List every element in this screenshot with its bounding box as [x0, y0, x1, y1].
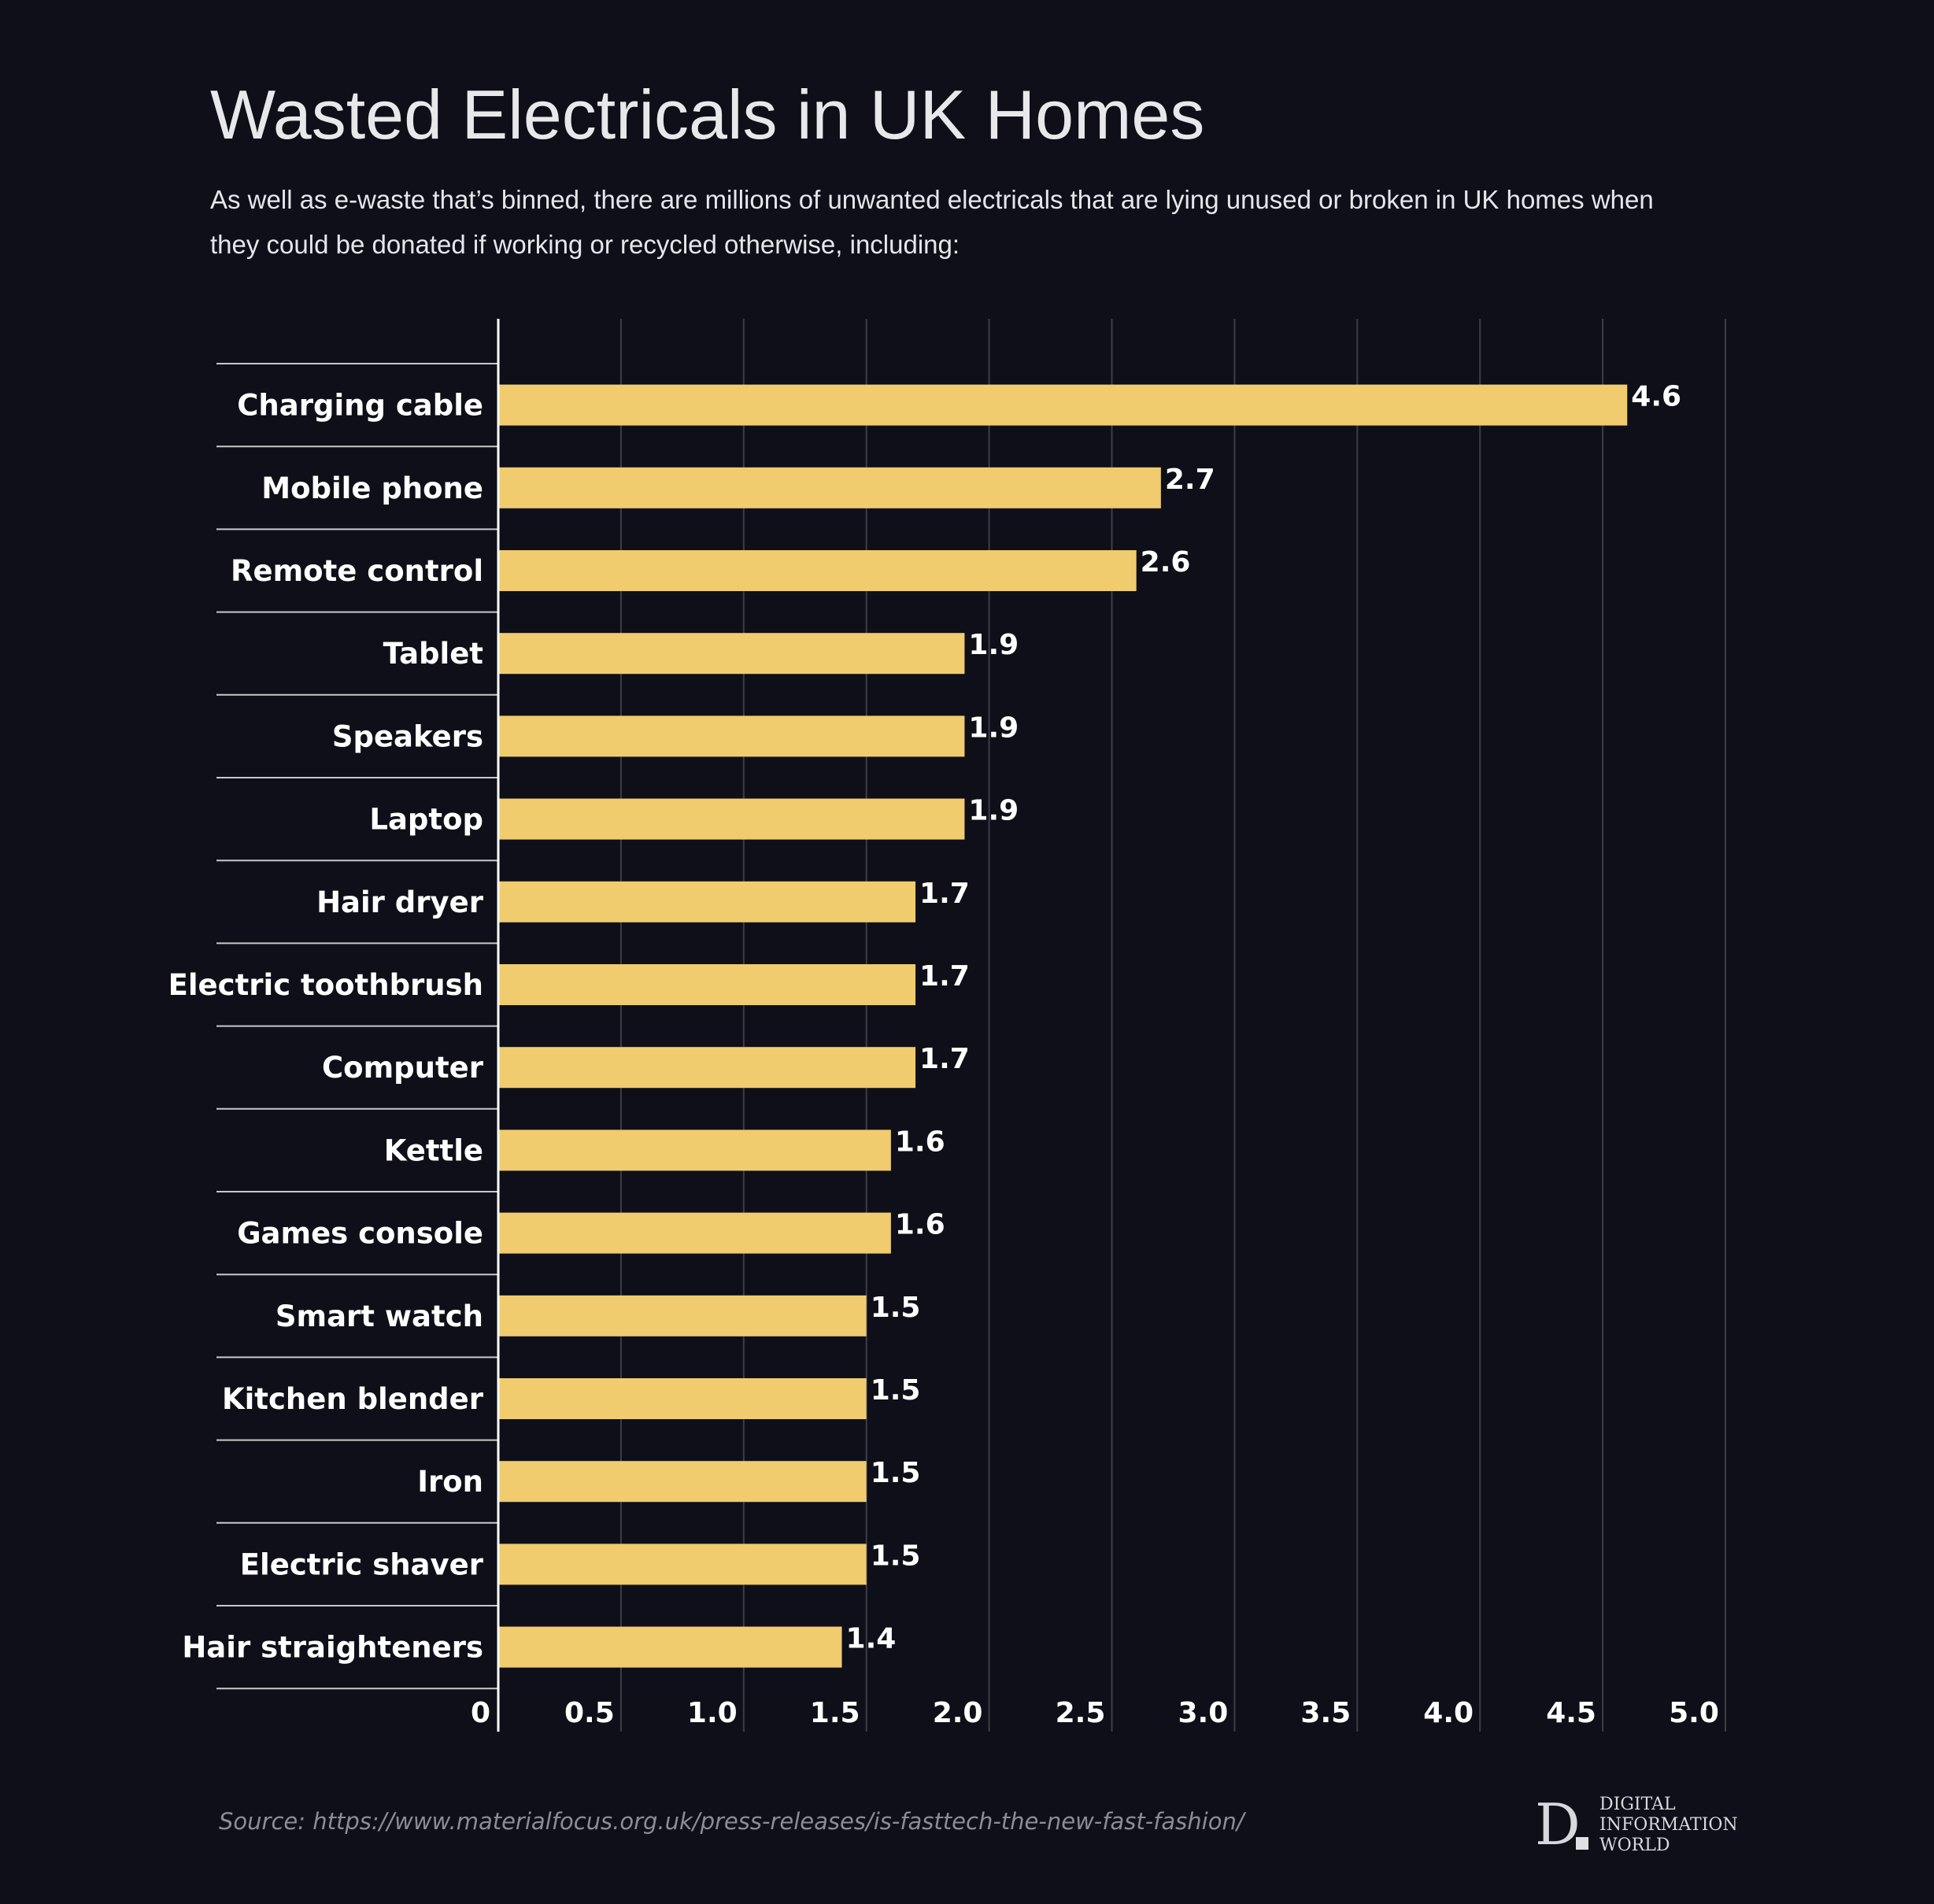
bar [498, 881, 916, 922]
category-label: Mobile phone [261, 471, 483, 505]
value-label: 1.6 [895, 1209, 945, 1241]
category-label: Computer [322, 1051, 484, 1085]
category-label: Tablet [383, 637, 483, 671]
value-label: 1.5 [871, 1374, 921, 1407]
category-label: Charging cable [237, 389, 483, 423]
x-axis-ticks: 0 0.5 1.0 1.5 2.0 2.5 3.0 3.5 4.0 4.5 5.0 [471, 1697, 1719, 1729]
value-label: 1.5 [871, 1292, 921, 1324]
bar [498, 1212, 891, 1254]
logo-letter: D [1535, 1791, 1581, 1858]
category-label: Electric shaver [240, 1547, 484, 1581]
brand-logo: D DIGITAL INFORMATION WORLD [1535, 1793, 1740, 1856]
bar [498, 384, 1628, 426]
bar [498, 1378, 867, 1419]
bar [498, 798, 965, 840]
bar [498, 1295, 867, 1336]
category-label: Smart watch [275, 1300, 483, 1333]
logo-line-1: DIGITAL [1599, 1795, 1676, 1814]
chart-subtitle: As well as e-waste that’s binned, there … [210, 185, 1654, 259]
value-label: 1.7 [919, 960, 970, 993]
category-label: Laptop [369, 803, 483, 837]
bar [498, 550, 1137, 591]
chart-title: Wasted Electricals in UK Homes [210, 76, 1205, 153]
category-label: Kitchen blender [222, 1382, 484, 1416]
bar [498, 633, 965, 675]
x-tick-label: 5.0 [1669, 1697, 1719, 1729]
category-labels: Charging cable Mobile phone Remote control… [168, 389, 484, 1665]
value-label: 1.6 [895, 1126, 945, 1158]
x-tick-label: 0 [471, 1697, 490, 1729]
logo-wordmark: DIGITAL INFORMATION WORLD [1599, 1795, 1738, 1856]
value-label: 4.6 [1631, 381, 1681, 413]
value-label: 2.7 [1165, 464, 1215, 496]
row-separators [216, 363, 498, 1690]
value-label: 1.5 [871, 1540, 921, 1572]
bars [498, 384, 1628, 1668]
logo-square [1576, 1837, 1588, 1850]
x-tick-label: 4.0 [1423, 1697, 1474, 1729]
value-label: 1.7 [919, 878, 970, 910]
category-label: Remote control [231, 554, 483, 588]
logo-line-2: INFORMATION [1599, 1815, 1738, 1835]
category-label: Hair straighteners [182, 1631, 483, 1665]
value-label: 1.4 [846, 1623, 897, 1655]
bar [498, 1129, 891, 1171]
source-note: Source: https://www.materialfocus.org.uk… [219, 1808, 1244, 1835]
category-label: Games console [237, 1217, 483, 1251]
x-tick-label: 1.0 [687, 1697, 738, 1729]
category-label: Speakers [332, 719, 483, 753]
x-tick-label: 3.5 [1300, 1697, 1351, 1729]
x-tick-label: 2.5 [1056, 1697, 1106, 1729]
x-tick-label: 3.0 [1178, 1697, 1229, 1729]
category-label: Hair dryer [316, 885, 484, 919]
bar [498, 1047, 916, 1089]
x-tick-label: 1.5 [810, 1697, 860, 1729]
value-label: 1.5 [871, 1457, 921, 1489]
value-label: 2.6 [1141, 546, 1191, 579]
bar [498, 1461, 867, 1503]
x-tick-label: 2.0 [933, 1697, 983, 1729]
bar [498, 1626, 842, 1668]
bar [498, 964, 916, 1005]
value-label: 1.9 [968, 712, 1019, 744]
x-tick-label: 4.5 [1546, 1697, 1596, 1729]
category-label: Iron [417, 1465, 483, 1499]
value-label: 1.7 [919, 1043, 970, 1075]
category-label: Electric toothbrush [168, 968, 483, 1002]
value-labels: 4.6 2.7 2.6 1.9 1.9 1.9 1.7 1.7 1.7 1.6 1.6 1.5 1.5 1… [846, 381, 1682, 1655]
logo-line-3: WORLD [1599, 1836, 1670, 1855]
bar [498, 1544, 867, 1585]
x-tick-label: 0.5 [564, 1697, 615, 1729]
value-label: 1.9 [968, 795, 1019, 827]
bar [498, 467, 1161, 508]
bar [498, 715, 965, 757]
value-label: 1.9 [968, 629, 1019, 661]
gridlines [619, 319, 1726, 1732]
category-label: Kettle [384, 1133, 483, 1167]
